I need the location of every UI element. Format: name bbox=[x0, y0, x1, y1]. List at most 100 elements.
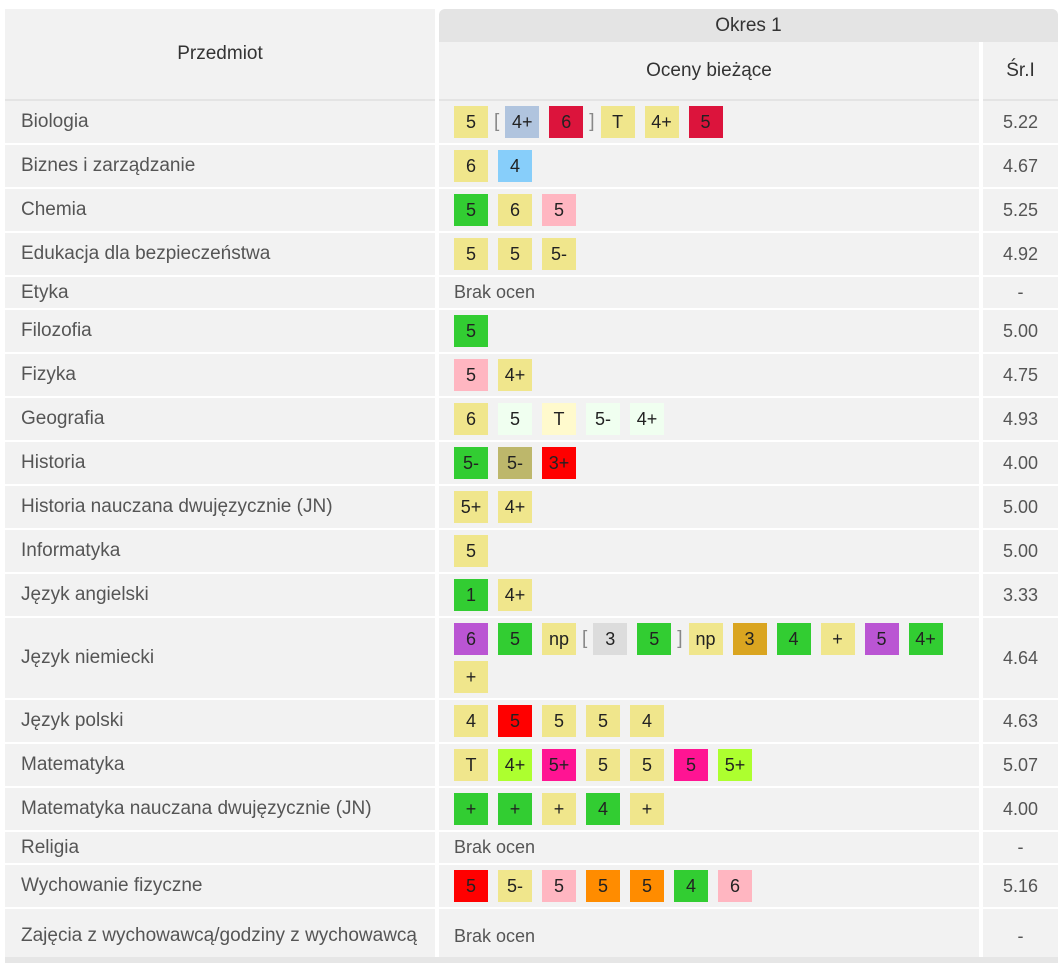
grade-badge[interactable]: 5- bbox=[498, 447, 532, 479]
grade-badge[interactable]: 6 bbox=[454, 623, 488, 655]
grade-badge[interactable]: + bbox=[630, 793, 664, 825]
subject-name: Religia bbox=[5, 832, 435, 865]
horizontal-scrollbar[interactable] bbox=[5, 957, 1058, 963]
grade-badge[interactable]: 5 bbox=[454, 106, 488, 138]
grade-badge[interactable]: 5 bbox=[542, 705, 576, 737]
grade-badge[interactable]: 5- bbox=[542, 238, 576, 270]
grade-badge[interactable]: 4+ bbox=[498, 491, 532, 523]
grade-badge[interactable]: 5 bbox=[498, 238, 532, 270]
grade-badge[interactable]: 5- bbox=[498, 870, 532, 902]
grade-badge[interactable]: 4 bbox=[674, 870, 708, 902]
grade-badge[interactable]: 5- bbox=[454, 447, 488, 479]
grade-badge[interactable]: 4+ bbox=[908, 623, 943, 655]
grade-badge[interactable]: 5 bbox=[498, 705, 532, 737]
no-grades-text: Brak ocen bbox=[454, 282, 536, 302]
subject-name: Język angielski bbox=[5, 574, 435, 618]
grade-badge[interactable]: + bbox=[820, 623, 855, 655]
grade-badge[interactable]: 5 bbox=[586, 870, 620, 902]
grade-badge[interactable]: 6 bbox=[718, 870, 752, 902]
grade-badge[interactable]: 4+ bbox=[498, 579, 532, 611]
grade-badge[interactable]: 6 bbox=[454, 403, 488, 435]
grade-badge[interactable]: 5+ bbox=[718, 749, 752, 781]
grade-badge[interactable]: 5 bbox=[454, 359, 488, 391]
grade-badge[interactable]: 5 bbox=[498, 403, 532, 435]
grades-cell: T 4+ 5+ 5 5 5 5+ bbox=[439, 744, 979, 788]
grade-bracket: ] bbox=[589, 111, 595, 132]
average-value: 5.16 bbox=[983, 865, 1059, 909]
grade-badge[interactable]: 4+ bbox=[630, 403, 664, 435]
grade-badge[interactable]: 5 bbox=[454, 194, 488, 226]
grade-badge[interactable]: 6 bbox=[454, 150, 488, 182]
subject-name: Edukacja dla bezpieczeństwa bbox=[5, 233, 435, 277]
grade-badge[interactable]: 4 bbox=[776, 623, 811, 655]
grade-badge[interactable]: 5 bbox=[864, 623, 899, 655]
grade-badge[interactable]: 4 bbox=[586, 793, 620, 825]
grade-badge[interactable]: 4+ bbox=[498, 749, 532, 781]
grades-cell: 5- 5- 3+ bbox=[439, 442, 979, 486]
grade-badge[interactable]: T bbox=[542, 403, 576, 435]
grade-badge[interactable]: 5 bbox=[674, 749, 708, 781]
table-row: Historia nauczana dwujęzycznie (JN) 5+ 4+ 5… bbox=[5, 486, 1059, 530]
grade-badge[interactable]: 4+ bbox=[644, 106, 679, 138]
grade-badge[interactable]: np bbox=[542, 623, 576, 655]
average-value: 4.93 bbox=[983, 398, 1059, 442]
grade-badge[interactable]: 5 bbox=[454, 870, 488, 902]
grade-badge[interactable]: 3 bbox=[732, 623, 767, 655]
grade-badge[interactable]: 5 bbox=[454, 238, 488, 270]
average-value: 5.00 bbox=[983, 486, 1059, 530]
no-grades-text: Brak ocen bbox=[454, 925, 536, 946]
grade-badge[interactable]: 4 bbox=[498, 150, 532, 182]
grade-list: 5 bbox=[454, 310, 959, 352]
grade-list: 6 5 np[3 5] np 3 4 +5 4+ + bbox=[454, 618, 959, 698]
grade-badge[interactable]: 5 bbox=[688, 106, 723, 138]
grade-badge[interactable]: 5 bbox=[542, 870, 576, 902]
grade-badge[interactable]: 5 bbox=[630, 870, 664, 902]
grades-cell: 5 5 5- bbox=[439, 233, 979, 277]
grade-badge[interactable]: 5- bbox=[586, 403, 620, 435]
average-value: 4.63 bbox=[983, 700, 1059, 744]
table-row: Język polski 4 5 5 5 4 4.63 bbox=[5, 700, 1059, 744]
grade-list: 5 5 5- bbox=[454, 233, 959, 275]
grade-badge[interactable]: T bbox=[600, 106, 635, 138]
grade-badge[interactable]: 4+ bbox=[498, 359, 532, 391]
subject-column-header[interactable]: Przedmiot bbox=[5, 9, 435, 101]
grade-bracket: [ bbox=[494, 111, 500, 132]
grades-cell: Brak ocen bbox=[439, 832, 979, 865]
subject-name: Język polski bbox=[5, 700, 435, 744]
grade-badge[interactable]: + bbox=[542, 793, 576, 825]
grade-badge[interactable]: + bbox=[454, 793, 488, 825]
grade-badge[interactable]: 4 bbox=[454, 705, 488, 737]
grade-badge[interactable]: 4+ bbox=[505, 106, 540, 138]
grade-badge[interactable]: 3+ bbox=[542, 447, 576, 479]
grade-badge[interactable]: 6 bbox=[498, 194, 532, 226]
grade-badge[interactable]: 1 bbox=[454, 579, 488, 611]
grade-badge[interactable]: T bbox=[454, 749, 488, 781]
grade-badge[interactable]: 5 bbox=[630, 749, 664, 781]
grade-badge[interactable]: 5 bbox=[542, 194, 576, 226]
table-row: Edukacja dla bezpieczeństwa 5 5 5- 4.92 bbox=[5, 233, 1059, 277]
average-header[interactable]: Śr.I bbox=[983, 42, 1059, 101]
grade-badge[interactable]: 5 bbox=[586, 749, 620, 781]
grade-badge[interactable]: 5 bbox=[637, 623, 672, 655]
grades-cell: 5 4+ bbox=[439, 354, 979, 398]
grade-badge[interactable]: + bbox=[454, 661, 488, 693]
grade-badge[interactable]: 5 bbox=[454, 535, 488, 567]
grade-bracket: [ bbox=[582, 628, 588, 649]
grade-badge[interactable]: + bbox=[498, 793, 532, 825]
grade-badge[interactable]: 5+ bbox=[542, 749, 576, 781]
grade-badge[interactable]: 3 bbox=[593, 623, 628, 655]
grade-badge[interactable]: 6 bbox=[549, 106, 584, 138]
grade-badge[interactable]: 5 bbox=[454, 315, 488, 347]
grade-list: 5- 5- 3+ bbox=[454, 442, 959, 484]
grade-badge[interactable]: 5 bbox=[498, 623, 532, 655]
grade-badge[interactable]: 5 bbox=[586, 705, 620, 737]
grades-cell: Brak ocen bbox=[439, 277, 979, 310]
grade-badge[interactable]: 5+ bbox=[454, 491, 488, 523]
grade-badge[interactable]: np bbox=[688, 623, 723, 655]
grade-badge[interactable]: 4 bbox=[630, 705, 664, 737]
average-value: 4.92 bbox=[983, 233, 1059, 277]
current-grades-header[interactable]: Oceny bieżące bbox=[439, 42, 979, 101]
